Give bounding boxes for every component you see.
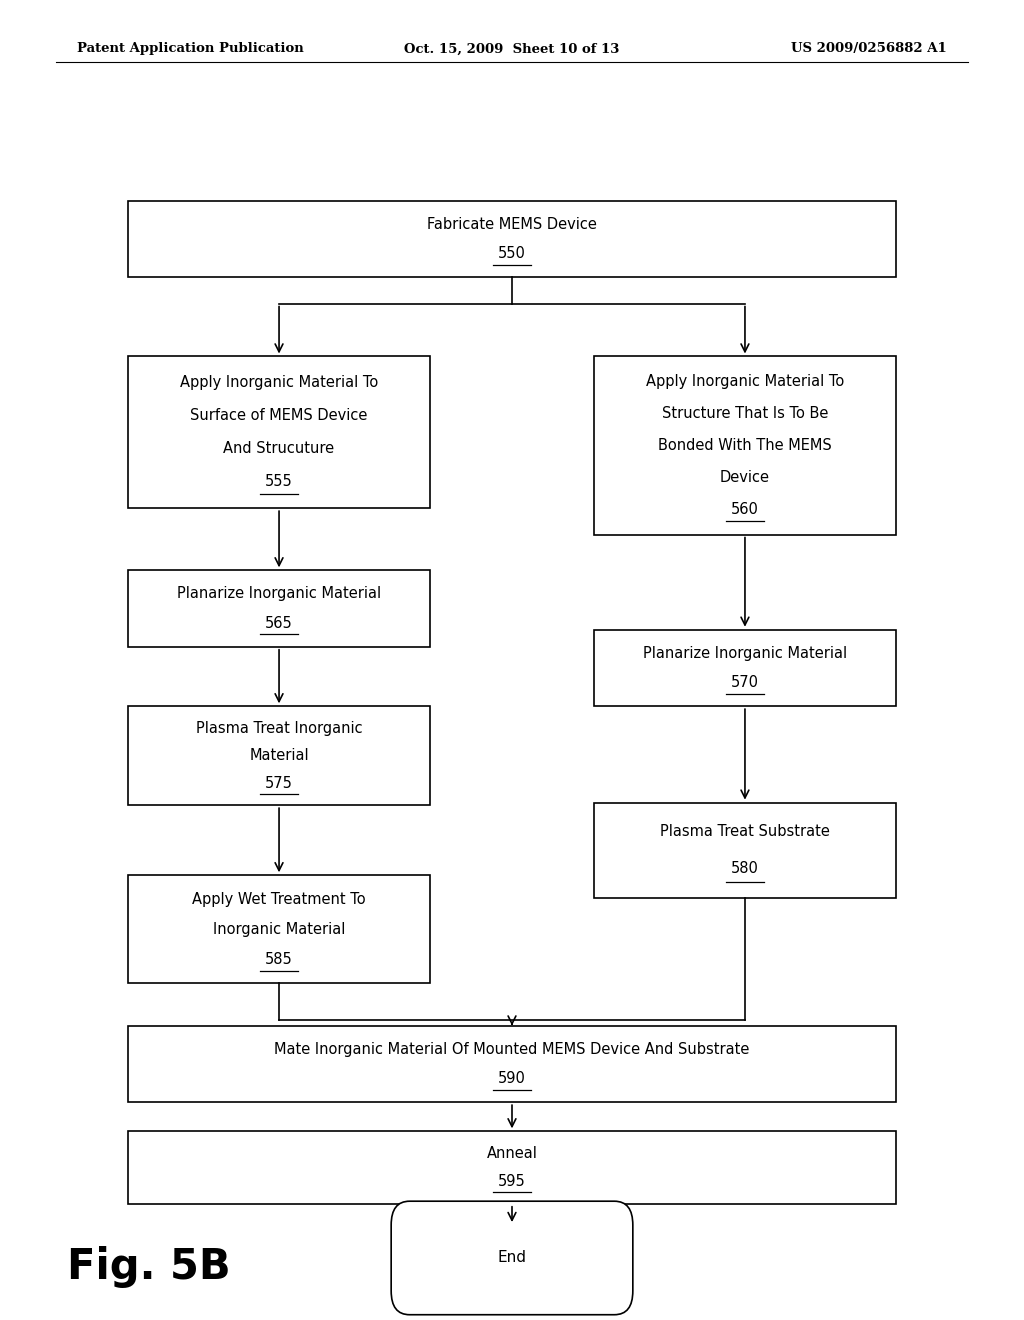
Bar	[128, 1026, 896, 1102]
Bar	[594, 630, 896, 706]
Text: Bonded With The MEMS: Bonded With The MEMS	[658, 438, 831, 453]
Bar	[594, 356, 896, 535]
Text: Fig. 5B: Fig. 5B	[67, 1246, 230, 1288]
Text: And Strucuture: And Strucuture	[223, 441, 335, 457]
Text: Mate Inorganic Material Of Mounted MEMS Device And Substrate: Mate Inorganic Material Of Mounted MEMS …	[274, 1041, 750, 1057]
Text: Patent Application Publication: Patent Application Publication	[77, 42, 303, 55]
Text: Structure That Is To Be: Structure That Is To Be	[662, 407, 828, 421]
Text: Fabricate MEMS Device: Fabricate MEMS Device	[427, 216, 597, 232]
Text: 550: 550	[498, 246, 526, 261]
Text: 565: 565	[265, 615, 293, 631]
Bar	[128, 875, 430, 983]
Text: Planarize Inorganic Material: Planarize Inorganic Material	[177, 586, 381, 602]
Text: Plasma Treat Inorganic: Plasma Treat Inorganic	[196, 721, 362, 735]
Text: Material: Material	[249, 748, 309, 763]
Text: Apply Inorganic Material To: Apply Inorganic Material To	[180, 375, 378, 391]
FancyBboxPatch shape	[391, 1201, 633, 1315]
Text: Device: Device	[720, 470, 770, 484]
Text: 595: 595	[498, 1173, 526, 1189]
Text: Surface of MEMS Device: Surface of MEMS Device	[190, 408, 368, 424]
Bar	[128, 1131, 896, 1204]
Text: Apply Wet Treatment To: Apply Wet Treatment To	[193, 892, 366, 907]
Text: 570: 570	[731, 675, 759, 690]
Text: Apply Inorganic Material To: Apply Inorganic Material To	[646, 375, 844, 389]
Text: 585: 585	[265, 952, 293, 966]
Text: Inorganic Material: Inorganic Material	[213, 921, 345, 937]
Bar	[128, 570, 430, 647]
Text: Planarize Inorganic Material: Planarize Inorganic Material	[643, 645, 847, 661]
Text: 575: 575	[265, 776, 293, 791]
Text: End: End	[498, 1250, 526, 1266]
Text: Plasma Treat Substrate: Plasma Treat Substrate	[660, 824, 829, 840]
Bar	[128, 706, 430, 805]
Text: 560: 560	[731, 502, 759, 516]
Text: 580: 580	[731, 861, 759, 876]
Bar	[128, 201, 896, 277]
Text: Oct. 15, 2009  Sheet 10 of 13: Oct. 15, 2009 Sheet 10 of 13	[404, 42, 620, 55]
Bar	[128, 356, 430, 508]
Text: 555: 555	[265, 474, 293, 490]
Text: US 2009/0256882 A1: US 2009/0256882 A1	[792, 42, 947, 55]
Text: 590: 590	[498, 1071, 526, 1086]
Bar	[594, 803, 896, 898]
Text: Anneal: Anneal	[486, 1146, 538, 1162]
